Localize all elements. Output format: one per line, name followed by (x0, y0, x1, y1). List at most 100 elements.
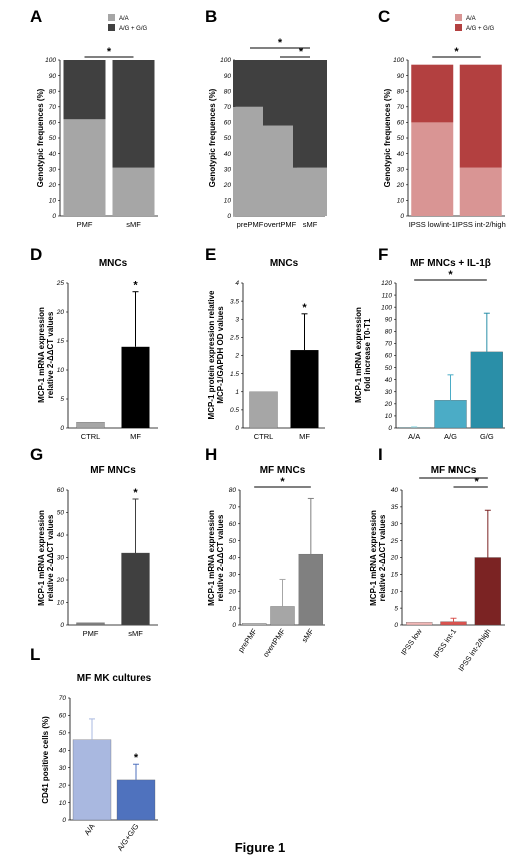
panel-a-ytick-label: 60 (49, 120, 57, 127)
panel-e-title: MNCs (270, 258, 299, 269)
panel-g-ytick-label: 50 (57, 510, 65, 517)
panel-l-ytick-label: 0 (62, 817, 66, 824)
panel-e-ytick-label: 4 (235, 280, 239, 287)
panel-h-label: H (205, 445, 217, 464)
panel-g-ytick-label: 10 (57, 600, 65, 607)
panel-h-category-label: overtPMF (261, 627, 287, 659)
panel-c-label: C (378, 7, 390, 26)
panel-l-ytick-label: 10 (59, 800, 67, 807)
panel-i-category-label: IPSS low (399, 627, 424, 658)
panel-i-bar (406, 622, 433, 626)
panel-c-ytick-label: 30 (397, 166, 405, 173)
panel-a-ytick-label: 0 (52, 213, 56, 220)
panel-e-ytick-label: 3.5 (230, 298, 239, 305)
panel-g-bar (76, 622, 105, 626)
panel-b-ytick-label: 10 (224, 198, 232, 205)
panel-l-title: MF MK cultures (77, 673, 152, 684)
panel-b-bar-a-a (293, 167, 327, 216)
panel-d-ytick-label: 20 (56, 309, 65, 316)
panel-h-bar (242, 623, 267, 626)
panel-f-ytick-label: 30 (385, 389, 393, 396)
panel-a-y-axis-label: Genotypic frequences (%) (36, 88, 45, 187)
panel-d-ytick-label: 5 (60, 396, 64, 403)
panel-b-ytick-label: 20 (223, 182, 232, 189)
panel-h-bar (270, 606, 295, 626)
panel-d-bar (76, 422, 105, 429)
panel-d-category-label: CTRL (81, 432, 101, 441)
panel-a-ytick-label: 30 (49, 166, 57, 173)
panel-a-label: A (30, 7, 42, 26)
panel-b-ytick-label: 90 (224, 73, 232, 80)
panel-a-bar-a-a (63, 119, 106, 216)
panel-d-significance-star: * (133, 280, 138, 292)
panel-g-ytick-label: 60 (57, 487, 65, 494)
panel-l-y-axis-label: CD41 positive cells (%) (41, 716, 50, 804)
panel-f-ytick-label: 120 (381, 280, 392, 287)
panel-i-title: MF MNCs (431, 465, 477, 476)
panel-d-ytick-label: 25 (56, 280, 65, 287)
panel-f-ytick-label: 10 (385, 413, 393, 420)
panel-f-significance-star: * (448, 269, 453, 281)
panel-b-significance-star: * (278, 37, 283, 49)
panel-d-y-axis-label: MCP-1 mRNA expressionrelative 2-ΔΔCT val… (37, 307, 55, 403)
panel-i-significance-star: * (451, 467, 456, 479)
panel-c-legend-label: A/G + G/G (466, 26, 495, 32)
panel-a-category-label: sMF (126, 220, 141, 229)
panel-d-bar (121, 346, 150, 428)
panel-c-ytick-label: 100 (393, 57, 404, 64)
panel-l-category-label: A/G+G/G (115, 822, 140, 853)
panel-b-bar-a-g-g-g (293, 60, 327, 168)
panel-h-category-label: sMF (300, 627, 316, 644)
panel-h-ytick-label: 50 (229, 538, 237, 545)
panel-i-category-label: IPSS int-2/high (456, 627, 492, 673)
panel-h-y-axis-label: MCP-1 mRNA expressionrelative 2-ΔΔCT val… (207, 510, 225, 606)
panel-i-y-axis-label: MCP-1 mRNA expressionrelative 2-ΔΔCT val… (369, 510, 387, 606)
panel-h-significance-star: * (280, 476, 285, 488)
panel-b-bar-a-g-g-g (263, 60, 297, 126)
panel-f-ytick-label: 70 (385, 341, 393, 348)
panel-f-ytick-label: 50 (385, 365, 393, 372)
panel-a-ytick-label: 80 (49, 88, 57, 95)
panel-e-ytick-label: 0.5 (230, 407, 239, 414)
panel-f-bar (470, 351, 503, 429)
panel-a-legend-swatch (108, 14, 115, 21)
panel-g-significance-star: * (133, 487, 138, 499)
panel-b-ytick-label: 0 (227, 213, 231, 220)
panel-b-ytick-label: 100 (220, 57, 231, 64)
panel-b-label: B (205, 7, 217, 26)
panel-d-ytick-label: 15 (57, 338, 65, 345)
panel-g-category-label: PMF (83, 629, 99, 638)
panel-h-ytick-label: 0 (232, 622, 236, 629)
panel-c-legend-swatch (455, 14, 462, 21)
panel-e-y-axis-label: MCP-1 protein expression relativeMCP-1/G… (207, 290, 225, 419)
panel-c-category-label: IPSS low/int-1 (409, 220, 456, 229)
panel-b-ytick-label: 60 (224, 120, 232, 127)
panel-h-bar (298, 553, 323, 626)
panel-b-ytick-label: 70 (224, 104, 232, 111)
panel-g-y-axis-label: MCP-1 mRNA expressionrelative 2-ΔΔCT val… (37, 510, 55, 606)
panel-h-ytick-label: 60 (229, 521, 237, 528)
panel-d-title: MNCs (99, 258, 128, 269)
panel-f-label: F (378, 245, 388, 264)
panel-f-category-label: G/G (480, 432, 494, 441)
panel-a-bar-a-a (112, 167, 155, 216)
panel-l-ytick-label: 60 (59, 713, 67, 720)
panel-c-legend-label: A/A (466, 16, 476, 22)
panel-f-ytick-label: 110 (382, 292, 393, 299)
panel-i-ytick-label: 25 (390, 538, 399, 545)
panel-c-ytick-label: 0 (400, 213, 404, 220)
panel-a-significance-star: * (107, 46, 112, 58)
panel-a-legend-label: A/G + G/G (119, 26, 148, 32)
panel-i-ytick-label: 5 (394, 605, 398, 612)
panel-l-ytick-label: 20 (58, 782, 67, 789)
panel-i-ytick-label: 0 (394, 622, 398, 629)
panel-f-bar (398, 427, 431, 429)
panel-i-ytick-label: 35 (391, 504, 399, 511)
panel-b-bar-a-a (233, 106, 267, 216)
panel-i-bar (440, 621, 467, 626)
panel-c-ytick-label: 50 (397, 135, 405, 142)
panel-g-category-label: sMF (128, 629, 143, 638)
panel-f-bar (434, 400, 467, 429)
panel-e-ytick-label: 0 (235, 425, 239, 432)
panel-e-bar (249, 391, 278, 429)
